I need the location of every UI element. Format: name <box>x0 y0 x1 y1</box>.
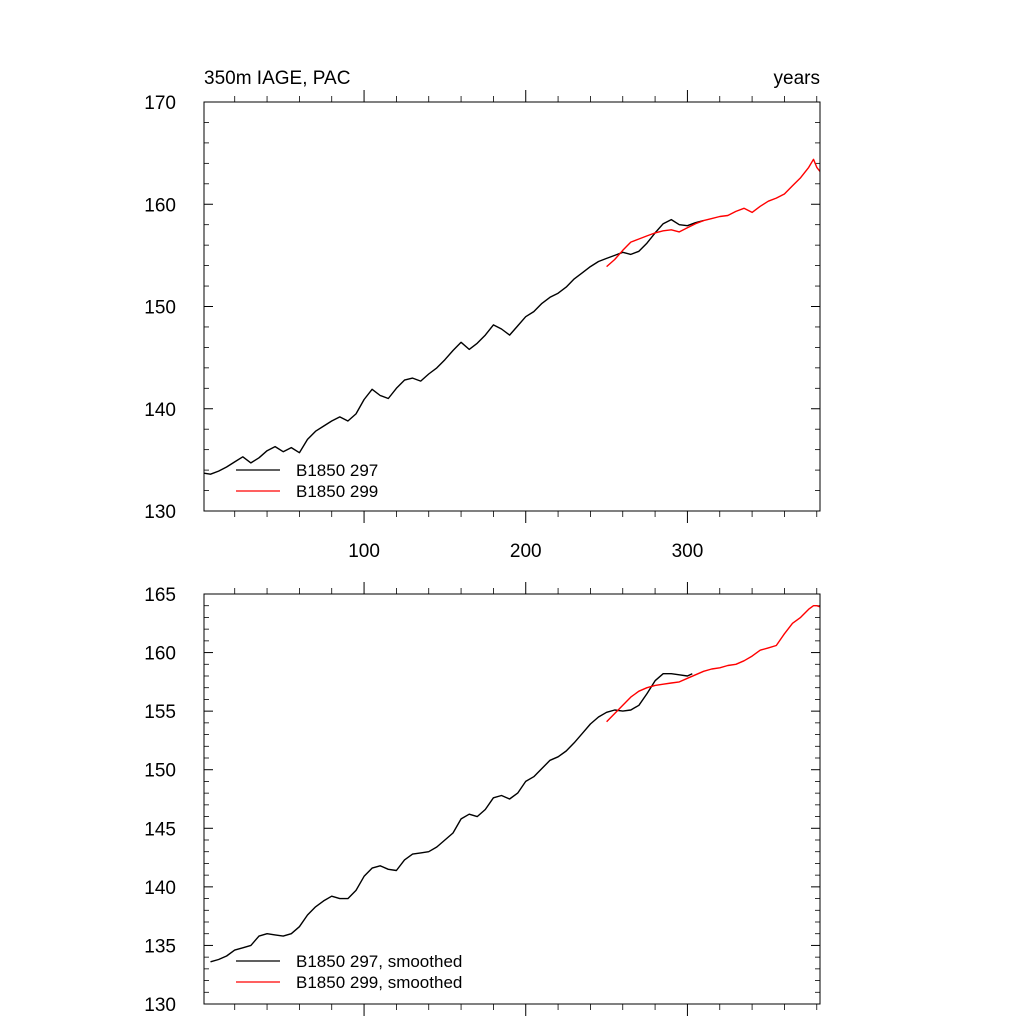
y-tick-label: 150 <box>144 298 176 319</box>
y-tick-label: 170 <box>144 93 176 114</box>
x-tick-label: 300 <box>672 541 704 562</box>
bottom-major-ticks <box>204 582 820 1016</box>
y-tick-label: 160 <box>144 195 176 216</box>
series-line-b1850-299 <box>606 605 821 723</box>
bottom-legend-label-297: B1850 297, smoothed <box>296 952 462 971</box>
series-line-b1850-297 <box>203 218 704 475</box>
bottom-minor-ticks <box>204 588 820 1010</box>
top-legend: B1850 297 B1850 299 <box>236 461 378 501</box>
top-y-tick-labels: 130 140 150 160 170 <box>144 93 176 523</box>
y-tick-label: 130 <box>144 995 176 1016</box>
bottom-y-tick-labels: 130 135 140 145 150 155 160 165 <box>144 585 176 1016</box>
y-tick-label: 165 <box>144 585 176 606</box>
top-panel: 350m IAGE, PAC years 130 140 150 160 170 100… <box>144 68 821 562</box>
top-x-tick-labels: 100 200 300 <box>348 541 703 562</box>
bottom-series-group <box>210 605 821 963</box>
top-minor-ticks <box>204 96 820 517</box>
bottom-plot-frame <box>203 593 821 1005</box>
series-line-b1850-299 <box>606 158 821 268</box>
top-title-right: years <box>774 68 820 89</box>
series-line-b1850-297 <box>210 673 693 963</box>
y-tick-label: 160 <box>144 644 176 665</box>
top-plot-frame <box>203 101 821 512</box>
y-tick-label: 150 <box>144 761 176 782</box>
x-tick-label: 100 <box>348 541 380 562</box>
bottom-legend: B1850 297, smoothed B1850 299, smoothed <box>236 952 462 992</box>
top-major-ticks <box>204 90 820 523</box>
bottom-legend-label-299: B1850 299, smoothed <box>296 973 462 992</box>
y-tick-label: 155 <box>144 702 176 723</box>
y-tick-label: 135 <box>144 936 176 957</box>
bottom-panel: 130 135 140 145 150 155 160 165 B1850 297, smoo… <box>144 582 821 1016</box>
top-legend-label-299: B1850 299 <box>296 482 378 501</box>
y-tick-label: 140 <box>144 878 176 899</box>
top-series-group <box>203 158 821 475</box>
y-tick-label: 130 <box>144 502 176 523</box>
top-title-left: 350m IAGE, PAC <box>204 68 350 89</box>
x-tick-label: 200 <box>510 541 542 562</box>
y-tick-label: 145 <box>144 819 176 840</box>
y-tick-label: 140 <box>144 400 176 421</box>
top-legend-label-297: B1850 297 <box>296 461 378 480</box>
